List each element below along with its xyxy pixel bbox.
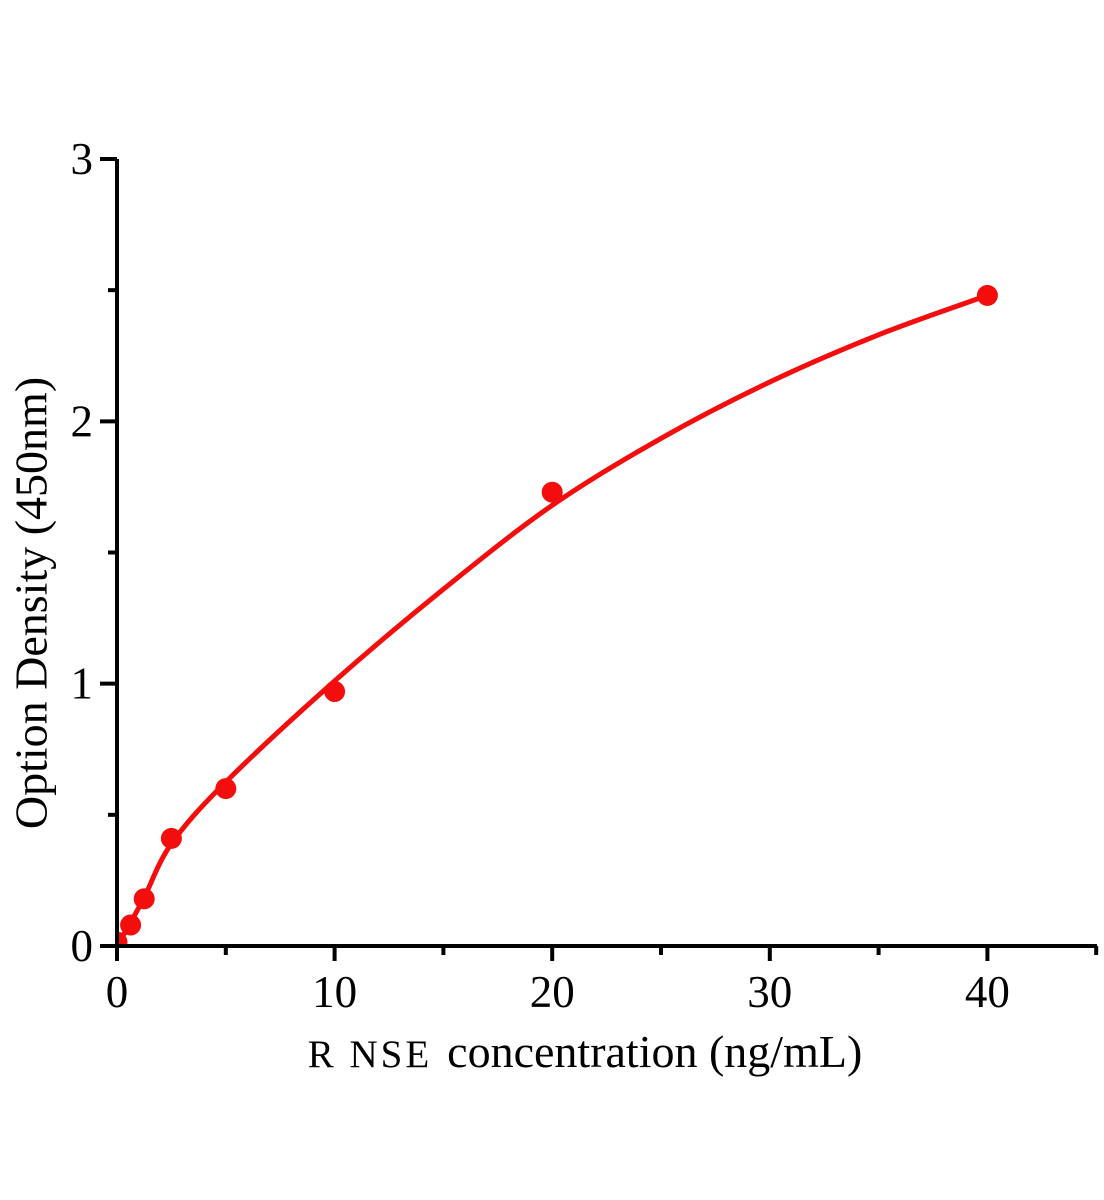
x-tick-label: 0 (106, 967, 129, 1017)
data-point-marker (120, 914, 142, 936)
data-point-marker (976, 284, 998, 306)
data-point-marker (324, 681, 346, 702)
data-point-marker (541, 481, 563, 503)
data-point-marker (133, 888, 155, 910)
series-group (117, 284, 998, 946)
x-axis-title-main: concentration (ng/mL) (447, 1026, 863, 1077)
x-axis-title-prefix: R NSE (307, 1033, 433, 1076)
data-point-marker (215, 778, 237, 800)
fit-curve (117, 293, 989, 946)
y-tick-label: 3 (71, 134, 94, 184)
data-point-marker (117, 931, 128, 946)
x-tick-label: 20 (530, 967, 575, 1017)
x-tick-label: 10 (312, 967, 357, 1017)
y-axis-title: Option Density (450nm) (5, 376, 57, 830)
y-tick-label: 1 (71, 659, 94, 709)
y-tick-label: 2 (71, 396, 94, 446)
data-point-marker (160, 827, 182, 849)
x-tick-label: 30 (747, 967, 792, 1017)
x-tick-label: 40 (965, 967, 1010, 1017)
x-axis-title: R NSE concentration (ng/mL) (66, 1026, 1104, 1079)
y-tick-label: 0 (71, 921, 94, 971)
